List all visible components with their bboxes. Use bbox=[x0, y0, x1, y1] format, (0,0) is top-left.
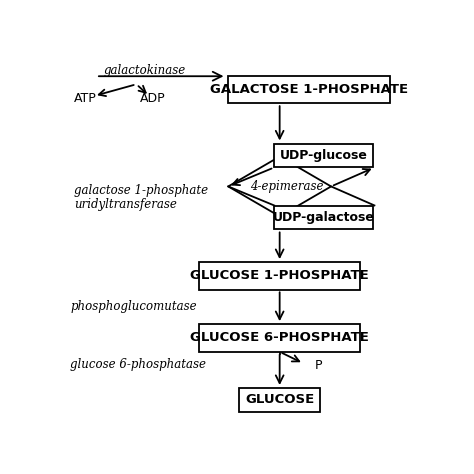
Text: P: P bbox=[315, 359, 322, 372]
Text: phosphoglucomutase: phosphoglucomutase bbox=[70, 301, 197, 313]
FancyBboxPatch shape bbox=[274, 144, 374, 167]
Text: GLUCOSE 1-PHOSPHATE: GLUCOSE 1-PHOSPHATE bbox=[190, 269, 369, 283]
Text: GLUCOSE: GLUCOSE bbox=[245, 393, 314, 407]
Text: galactokinase: galactokinase bbox=[103, 64, 186, 77]
FancyBboxPatch shape bbox=[274, 206, 374, 229]
FancyBboxPatch shape bbox=[239, 388, 320, 412]
Text: ADP: ADP bbox=[140, 92, 166, 105]
Text: 4-epimerase: 4-epimerase bbox=[250, 180, 324, 193]
Text: UDP-galactose: UDP-galactose bbox=[273, 211, 374, 224]
FancyBboxPatch shape bbox=[199, 262, 360, 290]
Text: GALACTOSE 1-PHOSPHATE: GALACTOSE 1-PHOSPHATE bbox=[210, 83, 408, 96]
Text: ATP: ATP bbox=[73, 92, 96, 105]
Text: uridyltransferase: uridyltransferase bbox=[74, 198, 177, 211]
Text: glucose 6-phosphatase: glucose 6-phosphatase bbox=[70, 358, 206, 371]
FancyBboxPatch shape bbox=[199, 324, 360, 352]
FancyBboxPatch shape bbox=[228, 76, 390, 103]
Text: galactose 1-phosphate: galactose 1-phosphate bbox=[74, 183, 208, 197]
Text: UDP-glucose: UDP-glucose bbox=[280, 149, 368, 162]
Text: GLUCOSE 6-PHOSPHATE: GLUCOSE 6-PHOSPHATE bbox=[190, 331, 369, 345]
